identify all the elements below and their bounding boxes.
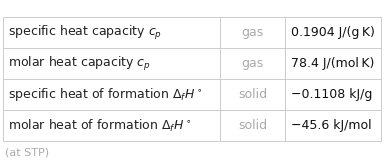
Text: specific heat of formation $\Delta_f H^\circ$: specific heat of formation $\Delta_f H^\…: [8, 86, 202, 103]
Text: 0.1904 J/(g K): 0.1904 J/(g K): [291, 26, 376, 39]
Text: gas: gas: [241, 26, 263, 39]
Text: −0.1108 kJ/g: −0.1108 kJ/g: [291, 88, 373, 101]
Text: (at STP): (at STP): [5, 148, 49, 158]
Text: gas: gas: [241, 57, 263, 70]
Text: −45.6 kJ/mol: −45.6 kJ/mol: [291, 119, 372, 132]
Text: solid: solid: [238, 119, 267, 132]
Text: molar heat capacity $c_p$: molar heat capacity $c_p$: [8, 55, 151, 73]
Text: 78.4 J/(mol K): 78.4 J/(mol K): [291, 57, 375, 70]
Text: molar heat of formation $\Delta_f H^\circ$: molar heat of formation $\Delta_f H^\cir…: [8, 117, 191, 134]
Text: solid: solid: [238, 88, 267, 101]
Text: specific heat capacity $c_p$: specific heat capacity $c_p$: [8, 24, 162, 42]
